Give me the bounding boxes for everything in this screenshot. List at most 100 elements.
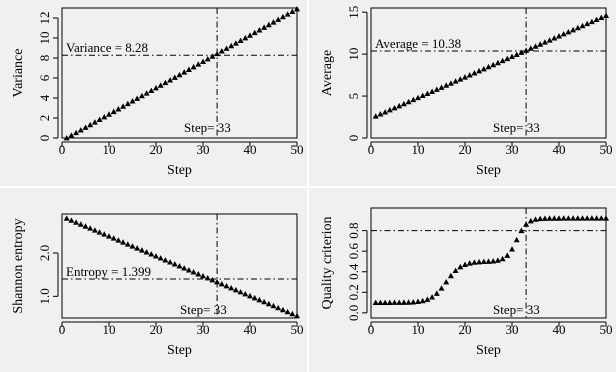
- y-tick-label: 0.6: [346, 243, 361, 260]
- data-point-marker: [256, 296, 263, 303]
- data-point-marker: [77, 221, 84, 227]
- data-point-marker: [124, 241, 131, 247]
- data-point-marker: [87, 121, 94, 128]
- data-point-marker: [68, 132, 75, 138]
- y-tick-label: 15: [346, 6, 361, 19]
- data-point-marker: [532, 216, 539, 222]
- data-point-marker: [204, 275, 211, 281]
- data-point-marker: [452, 267, 459, 274]
- data-point-marker: [537, 215, 544, 222]
- data-point-marker: [162, 257, 169, 263]
- data-point-marker: [415, 94, 421, 101]
- data-point-marker: [593, 215, 600, 221]
- data-point-marker: [603, 215, 609, 221]
- data-point-marker: [504, 252, 511, 258]
- x-tick-label: 30: [197, 142, 210, 157]
- data-point-marker: [190, 269, 197, 275]
- data-point-marker: [518, 227, 525, 234]
- data-point-marker: [261, 298, 268, 305]
- y-tick-label: 8: [37, 55, 52, 62]
- data-point-marker: [466, 260, 473, 266]
- data-point-marker: [185, 66, 192, 72]
- data-point-marker: [96, 229, 103, 235]
- data-point-marker: [494, 257, 501, 263]
- x-tick-label: 0: [368, 322, 375, 337]
- vline-annotation: Step= 33: [493, 302, 540, 317]
- data-point-marker: [462, 74, 468, 80]
- data-point-marker: [120, 239, 127, 245]
- y-tick-label: 4: [37, 94, 52, 101]
- data-point-marker: [129, 243, 136, 249]
- y-tick-label: 10: [346, 48, 361, 61]
- data-point-marker: [438, 84, 445, 90]
- data-point-marker: [433, 86, 440, 92]
- data-point-marker: [279, 13, 286, 20]
- vline-annotation: Step= 33: [180, 302, 227, 317]
- data-point-marker: [237, 288, 244, 295]
- data-point-marker: [532, 43, 539, 49]
- data-point-marker: [574, 215, 581, 221]
- y-axis-label: Quality criterion: [320, 217, 335, 310]
- data-point-marker: [242, 34, 249, 41]
- data-point-marker: [143, 90, 150, 96]
- x-tick-label: 0: [59, 142, 66, 157]
- y-tick-label: 12: [37, 12, 52, 25]
- data-point-marker: [476, 258, 483, 265]
- data-point-marker: [537, 41, 544, 47]
- x-tick-label: 40: [553, 322, 566, 337]
- data-point-marker: [284, 308, 291, 315]
- data-point-marker: [167, 259, 174, 265]
- data-point-marker: [551, 215, 558, 221]
- data-point-marker: [386, 107, 393, 113]
- data-point-marker: [275, 16, 282, 22]
- data-point-marker: [400, 299, 407, 305]
- data-point-marker: [232, 40, 239, 46]
- data-point-marker: [148, 251, 155, 257]
- data-point-marker: [476, 68, 483, 74]
- data-point-marker: [579, 22, 586, 29]
- data-point-marker: [419, 297, 426, 304]
- x-tick-label: 20: [150, 322, 163, 337]
- data-point-marker: [265, 21, 272, 28]
- data-point-marker: [204, 56, 211, 62]
- data-point-marker: [429, 88, 436, 94]
- x-tick-label: 40: [244, 142, 257, 157]
- data-point-marker: [546, 37, 553, 43]
- data-point-marker: [110, 235, 117, 241]
- data-point-marker: [228, 42, 235, 49]
- data-point-marker: [396, 299, 403, 305]
- data-point-marker: [82, 223, 89, 229]
- x-tick-label: 50: [600, 322, 613, 337]
- data-point-marker: [570, 26, 577, 33]
- data-point-marker: [490, 258, 497, 264]
- data-point-marker: [138, 92, 145, 99]
- data-point-marker: [490, 61, 497, 68]
- data-point-marker: [171, 261, 178, 267]
- data-point-marker: [527, 217, 534, 224]
- data-point-marker: [181, 69, 188, 75]
- x-tick-label: 50: [291, 142, 304, 157]
- x-axis-label: Step: [167, 343, 192, 358]
- data-point-marker: [499, 255, 506, 262]
- data-point-marker: [480, 65, 487, 72]
- data-point-marker: [570, 215, 577, 221]
- data-point-marker: [134, 245, 141, 251]
- data-point-marker: [509, 53, 515, 60]
- data-point-marker: [265, 300, 272, 307]
- data-point-marker: [410, 96, 417, 103]
- panel-shannon-entropy: 0 10 20 30 40 50 Step 1.0 2.0 Shannon entropy Entr…: [0, 188, 307, 372]
- data-point-marker: [181, 265, 188, 271]
- vline-annotation: Step= 33: [493, 120, 540, 135]
- data-point-marker: [251, 294, 258, 301]
- x-tick-label: 20: [459, 142, 472, 157]
- data-point-marker: [560, 215, 567, 221]
- data-point-marker: [565, 215, 572, 221]
- data-point-marker: [457, 263, 464, 270]
- x-tick-label: 10: [412, 322, 425, 337]
- data-point-marker: [494, 59, 501, 66]
- data-point-marker: [405, 299, 412, 305]
- data-point-marker: [405, 98, 412, 105]
- data-point-marker: [565, 28, 572, 35]
- data-point-marker: [223, 45, 230, 51]
- hline-annotation: Average = 10.38: [375, 36, 461, 51]
